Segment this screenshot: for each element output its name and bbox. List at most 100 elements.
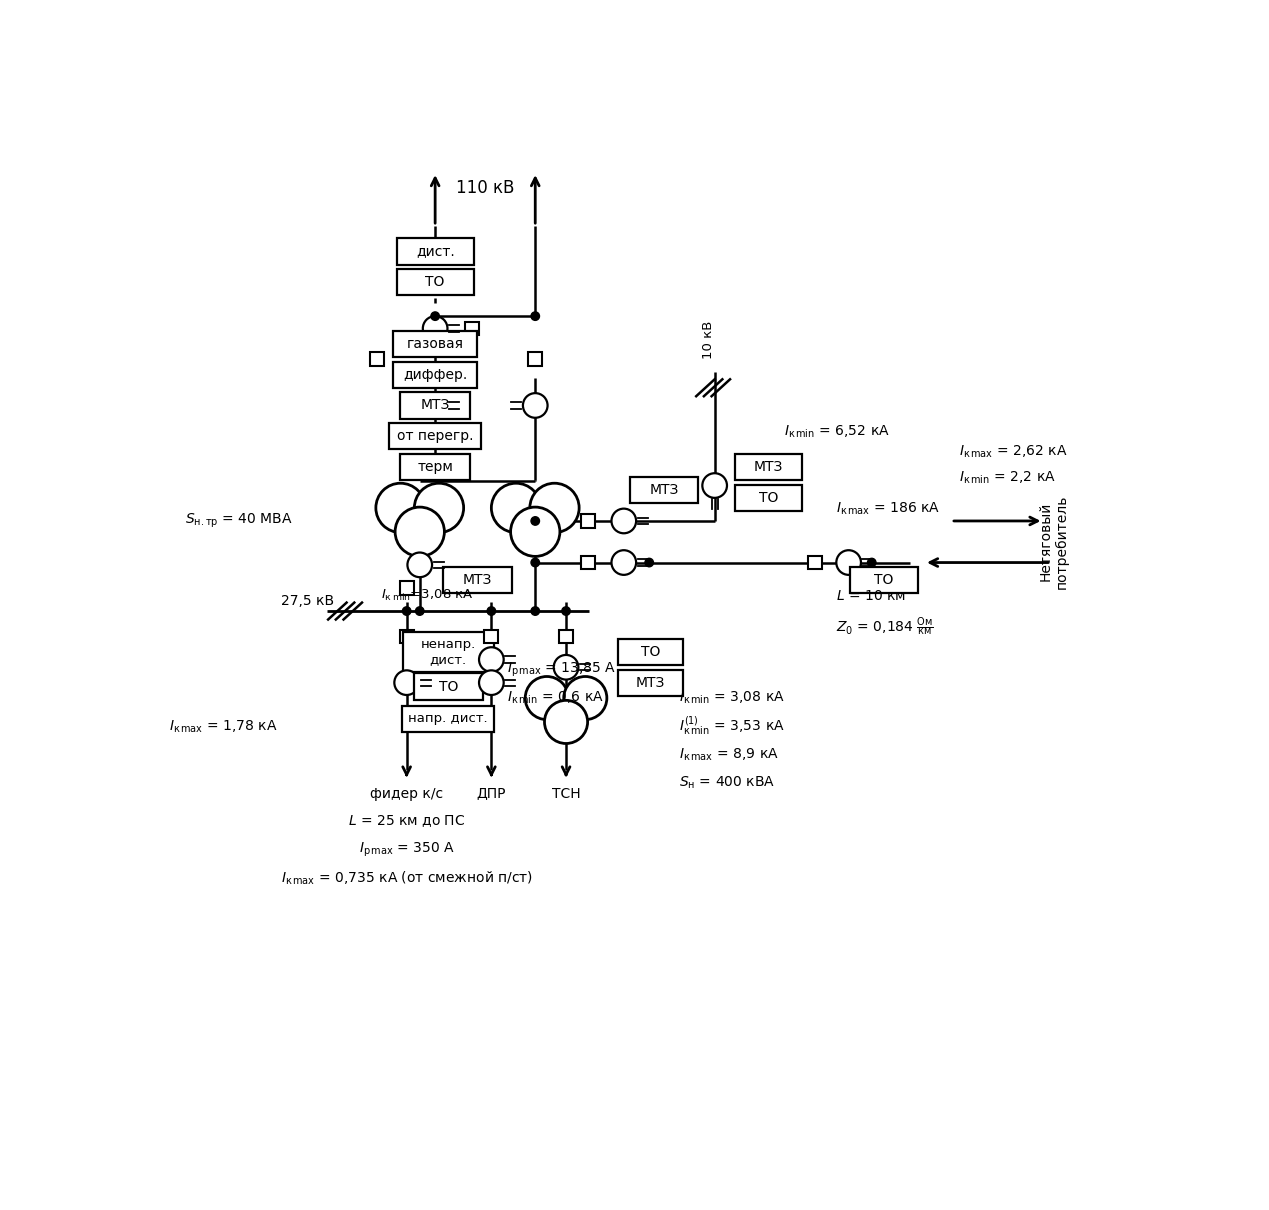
Circle shape	[395, 507, 444, 557]
Bar	[466, 322, 478, 335]
Bar	[528, 352, 542, 367]
Bar	[401, 454, 470, 480]
Circle shape	[530, 607, 539, 616]
Circle shape	[431, 312, 439, 321]
Circle shape	[868, 558, 876, 566]
Text: МТЗ: МТЗ	[754, 460, 783, 474]
Bar	[400, 581, 414, 595]
Bar	[388, 424, 481, 449]
Circle shape	[478, 647, 504, 672]
Text: $L$ = 25 км до ПС: $L$ = 25 км до ПС	[348, 813, 466, 829]
Circle shape	[407, 553, 431, 577]
Bar	[629, 477, 698, 503]
Text: Нетяговый
потребитель: Нетяговый потребитель	[1038, 495, 1068, 589]
Text: $I_{\rm к\,min}$=3,08 кА: $I_{\rm к\,min}$=3,08 кА	[381, 588, 473, 604]
Bar	[393, 330, 477, 357]
Circle shape	[525, 676, 569, 720]
Circle shape	[612, 508, 636, 534]
Text: МТЗ: МТЗ	[463, 574, 492, 587]
Circle shape	[523, 393, 547, 417]
Text: дист.: дист.	[416, 244, 454, 259]
Text: МТЗ: МТЗ	[636, 675, 665, 690]
Bar	[401, 392, 470, 419]
Bar	[400, 629, 414, 644]
Text: $I_{\rm к\,max}$ = 186 кА: $I_{\rm к\,max}$ = 186 кА	[835, 501, 940, 517]
Bar	[371, 352, 385, 367]
Circle shape	[478, 670, 504, 695]
Bar	[560, 629, 574, 644]
Bar	[850, 567, 917, 593]
Bar	[808, 555, 822, 570]
Circle shape	[563, 676, 607, 720]
Circle shape	[415, 483, 463, 532]
Circle shape	[376, 483, 425, 532]
Circle shape	[423, 316, 448, 341]
Bar	[618, 639, 684, 666]
Bar	[443, 567, 513, 593]
Circle shape	[510, 507, 560, 557]
Bar	[402, 705, 495, 732]
Text: $I_{\rm к\,max}$ = 8,9 кА: $I_{\rm к\,max}$ = 8,9 кА	[679, 747, 779, 764]
Text: $I_{\rm р\,max}$ = 13,85 А: $I_{\rm р\,max}$ = 13,85 А	[506, 661, 617, 680]
Text: терм: терм	[418, 460, 453, 474]
Text: $I_{\rm к\,min}$ = 0,6 кА: $I_{\rm к\,min}$ = 0,6 кА	[506, 690, 604, 707]
Text: ТО: ТО	[439, 680, 458, 693]
Circle shape	[553, 655, 579, 680]
Bar	[735, 454, 802, 480]
Text: от перегр.: от перегр.	[397, 430, 473, 443]
Bar	[485, 629, 499, 644]
Text: $L$ = 10 км: $L$ = 10 км	[835, 588, 905, 603]
Text: $I_{\rm к\,max}$ = 2,62 кА: $I_{\rm к\,max}$ = 2,62 кА	[959, 443, 1067, 460]
Text: ТО: ТО	[874, 574, 893, 587]
Text: напр. дист.: напр. дист.	[409, 713, 489, 725]
Text: $I_{\rm к\,min}$ = 2,2 кА: $I_{\rm к\,min}$ = 2,2 кА	[959, 469, 1056, 486]
Text: МТЗ: МТЗ	[420, 398, 449, 413]
Text: $I_{\rm к\,min}$ = 3,08 кА: $I_{\rm к\,min}$ = 3,08 кА	[679, 690, 786, 707]
Bar	[397, 238, 473, 265]
Circle shape	[402, 607, 411, 616]
Circle shape	[612, 551, 636, 575]
Text: $I_{\rm р\,max}$ = 350 А: $I_{\rm р\,max}$ = 350 А	[359, 841, 454, 859]
Text: диффер.: диффер.	[404, 368, 467, 381]
Bar	[393, 362, 477, 387]
Circle shape	[544, 701, 588, 743]
Circle shape	[423, 393, 448, 417]
Bar	[581, 514, 595, 528]
Text: $S_{\rm \text{н}.тр}$ = 40 МВА: $S_{\rm \text{н}.тр}$ = 40 МВА	[185, 512, 293, 530]
Bar	[402, 632, 494, 672]
Text: $Z_0$ = 0,184 $\frac{\rm Ом}{\rm км}$: $Z_0$ = 0,184 $\frac{\rm Ом}{\rm км}$	[835, 615, 934, 638]
Circle shape	[530, 483, 579, 532]
Text: ТО: ТО	[641, 645, 660, 659]
Bar	[735, 485, 802, 511]
Circle shape	[530, 517, 539, 525]
Circle shape	[487, 607, 496, 616]
Text: ТО: ТО	[759, 491, 778, 505]
Circle shape	[491, 483, 541, 532]
Text: $I^{(1)}_{\rm к\,min}$ = 3,53 кА: $I^{(1)}_{\rm к\,min}$ = 3,53 кА	[679, 715, 786, 738]
Text: МТЗ: МТЗ	[650, 483, 679, 497]
Text: $I_{\rm к\,max}$ = 1,78 кА: $I_{\rm к\,max}$ = 1,78 кА	[170, 719, 278, 734]
Text: ДПР: ДПР	[477, 786, 506, 801]
Circle shape	[702, 473, 727, 497]
Bar	[581, 555, 595, 570]
Text: 110 кВ: 110 кВ	[456, 179, 514, 196]
Circle shape	[530, 558, 539, 566]
Circle shape	[645, 558, 654, 566]
Circle shape	[415, 607, 424, 616]
Text: ТСН: ТСН	[552, 786, 580, 801]
Text: фидер к/с: фидер к/с	[371, 786, 443, 801]
Circle shape	[395, 670, 419, 695]
Text: $I_{\rm к\,min}$ = 6,52 кА: $I_{\rm к\,min}$ = 6,52 кА	[784, 424, 890, 440]
Text: 27,5 кВ: 27,5 кВ	[282, 594, 334, 609]
Text: $I_{\rm к\,max}$ = 0,735 кА (от смежной п/ст): $I_{\rm к\,max}$ = 0,735 кА (от смежной …	[280, 870, 533, 887]
Circle shape	[530, 312, 539, 321]
Text: 10 кВ: 10 кВ	[702, 321, 714, 359]
Circle shape	[562, 607, 570, 616]
Text: газовая: газовая	[406, 336, 463, 351]
Bar	[618, 669, 684, 696]
Text: ненапр.
дист.: ненапр. дист.	[420, 638, 476, 666]
Bar	[397, 269, 473, 295]
Circle shape	[836, 551, 860, 575]
Text: $S_{\rm н}$ = 400 кВА: $S_{\rm н}$ = 400 кВА	[679, 774, 775, 791]
Bar	[414, 674, 483, 699]
